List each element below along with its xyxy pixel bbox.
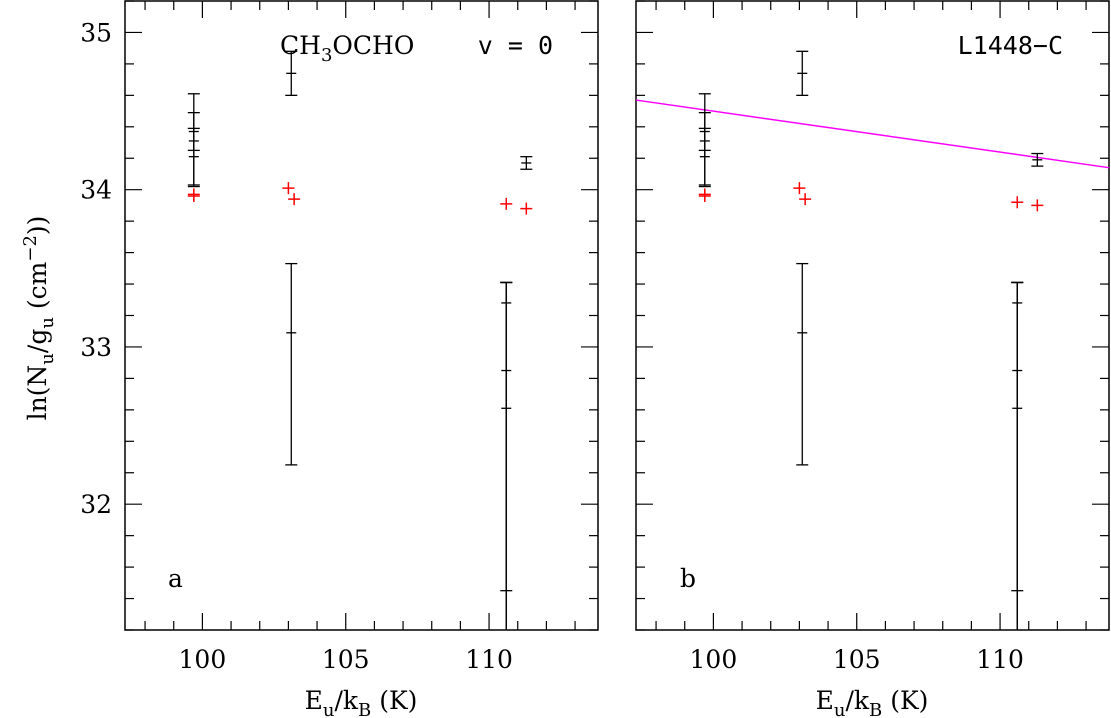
x-tick-label: 105 [833, 645, 881, 674]
panel-b-x-axis-label: Eu/kB (K) [816, 686, 929, 718]
x-tick-label: 100 [690, 645, 738, 674]
model-point [1011, 196, 1024, 209]
panel-b-source-label: L1448−C [958, 31, 1063, 60]
panel-b-marks: 100 105 110 [635, 0, 1110, 674]
model-point [799, 193, 812, 206]
panel-a-x-axis-label: Eu/kB (K) [305, 686, 418, 718]
model-point [793, 182, 806, 195]
x-tick-label: 105 [322, 645, 370, 674]
y-tick-label: 34 [80, 176, 112, 205]
x-tick-label: 110 [465, 645, 513, 674]
model-point [288, 193, 301, 206]
model-point [282, 182, 295, 195]
fit-line [635, 99, 1110, 169]
x-tick-label: 110 [976, 645, 1024, 674]
panel-b-letter: b [680, 564, 696, 593]
panel-a-marks: 100 105 110 32 33 34 35 [80, 0, 598, 674]
y-tick-label: 32 [80, 490, 112, 519]
model-point [520, 202, 533, 215]
model-point [500, 197, 513, 210]
panel-a-state-label: v = 0 [478, 31, 553, 60]
y-tick-label: 33 [80, 333, 112, 362]
panel-a-letter: a [168, 564, 183, 593]
panel-a: 100 105 110 32 33 34 35 CH3OCHO v = 0 a Eu/kB … [80, 0, 599, 718]
panel-b-frame [635, 0, 1110, 631]
model-point [1031, 199, 1044, 212]
model-point [698, 189, 711, 202]
panel-b: 100 105 110 L1448−C b Eu/kB (K) [635, 0, 1110, 718]
x-tick-label: 100 [179, 645, 227, 674]
panel-a-compound-label: CH3OCHO [280, 31, 414, 66]
y-axis-label: ln(Nu/gu (cm−2)) [20, 216, 58, 421]
panel-a-frame [124, 0, 599, 631]
y-tick-label: 35 [80, 18, 112, 47]
model-point [187, 189, 200, 202]
